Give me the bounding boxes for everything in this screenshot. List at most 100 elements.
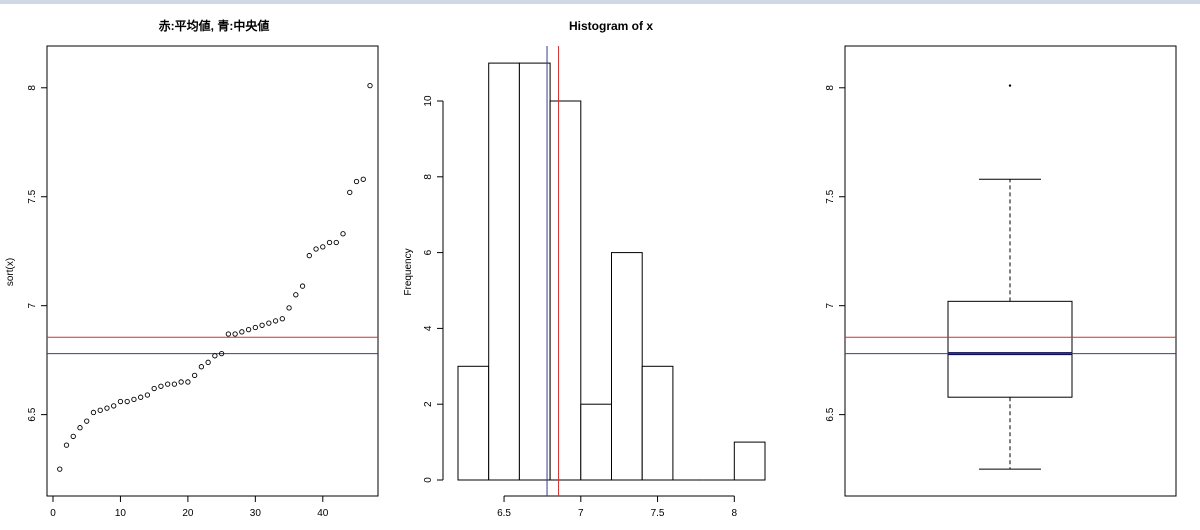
data-point: [131, 396, 137, 403]
boxplot-y-tick-label: 6.5: [825, 407, 836, 421]
data-point: [138, 394, 144, 400]
data-point: [97, 407, 103, 413]
histogram-bar: [518, 62, 551, 481]
histogram-x-tick-label: 8: [732, 508, 738, 519]
histogram-bar: [641, 365, 674, 481]
data-point: [340, 231, 346, 237]
scatter-reference-lines: [47, 336, 378, 355]
data-point: [165, 381, 171, 387]
scatter-points: [57, 82, 373, 472]
data-point: [70, 433, 76, 440]
boxplot-plot-frame: [844, 45, 1177, 497]
data-point: [151, 385, 157, 392]
data-point: [218, 350, 225, 357]
data-point: [232, 331, 238, 337]
data-point: [90, 409, 97, 416]
data-point: [259, 322, 265, 328]
scatter-panel: 赤:平均値, 青:中央値 sort(x) 0 10 20 30 40 6.5 7 7.5 8: [5, 18, 379, 519]
scatter-y-tick-label: 7: [27, 302, 38, 308]
data-point: [63, 442, 70, 448]
data-point: [360, 176, 366, 182]
histogram-bar: [549, 100, 582, 481]
scatter-y-tick-label: 6.5: [27, 407, 38, 421]
data-point: [245, 327, 252, 333]
scatter-x-tick-label: 0: [50, 508, 56, 519]
data-point: [205, 359, 211, 365]
scatter-ylabel: sort(x): [5, 258, 16, 286]
scatter-title: 赤:平均値, 青:中央値: [159, 18, 270, 33]
histogram-bar: [488, 62, 520, 481]
histogram-y-tick-label: 0: [423, 477, 434, 483]
data-point: [333, 239, 339, 246]
scatter-x-tick-label: 20: [182, 508, 194, 519]
boxplot-y-tick-label: 7: [825, 302, 836, 308]
data-point: [320, 244, 326, 250]
data-point: [158, 383, 164, 389]
data-point: [104, 405, 110, 411]
data-point: [144, 392, 151, 398]
histogram-bar: [457, 365, 490, 481]
data-point: [326, 239, 333, 246]
histogram-x-tick-label: 7.5: [651, 508, 665, 519]
histogram-y-tick-label: 6: [423, 249, 434, 255]
data-point: [225, 331, 232, 337]
histogram-y-tick-label: 10: [423, 95, 434, 107]
histogram-panel: Histogram of x Frequency 6.5 7 7.5 8 0 2 4 6 8 10: [403, 19, 766, 519]
scatter-x-tick-label: 10: [115, 508, 127, 519]
boxplot-y-tick-label: 8: [825, 85, 836, 91]
data-point: [77, 425, 83, 431]
histogram-bar: [580, 403, 612, 481]
data-point: [293, 292, 299, 298]
data-point: [117, 398, 124, 405]
data-point: [239, 329, 245, 335]
scatter-x-tick-label: 40: [317, 508, 329, 519]
histogram-bar: [611, 252, 643, 481]
data-point: [111, 403, 117, 409]
data-point: [124, 398, 130, 405]
histogram-y-tick-label: 2: [423, 401, 434, 407]
data-point: [279, 316, 285, 322]
data-point: [185, 379, 191, 385]
boxplot-y-tick-label: 7.5: [825, 189, 836, 203]
data-point: [191, 372, 198, 379]
histogram-ylabel: Frequency: [403, 248, 414, 295]
scatter-plot-frame: [46, 45, 379, 497]
scatter-x-tick-label: 30: [250, 508, 262, 519]
boxplot-reference-lines: [845, 336, 1176, 355]
histogram-axes: 6.5 7 7.5 8 0 2 4 6 8 10: [423, 95, 738, 519]
data-point: [198, 364, 205, 370]
scatter-y-tick-label: 7.5: [27, 189, 38, 203]
data-point: [367, 82, 373, 89]
histogram-reference-lines: [546, 46, 560, 496]
histogram-y-tick-label: 4: [423, 325, 434, 331]
data-point: [84, 418, 90, 424]
scatter-y-tick-label: 8: [27, 85, 38, 91]
data-point: [178, 379, 184, 385]
scatter-axes: 0 10 20 30 40 6.5 7 7.5 8: [27, 85, 329, 519]
data-point: [299, 283, 306, 289]
histogram-bar: [733, 441, 766, 481]
data-point: [272, 318, 279, 324]
histogram-bars: [457, 62, 766, 481]
data-point: [347, 189, 353, 196]
boxplot-panel: 6.5 7 7.5 8: [825, 45, 1177, 497]
data-point: [266, 320, 272, 326]
data-point: [171, 381, 178, 387]
data-point: [252, 324, 258, 331]
outlier-point: [1008, 84, 1012, 87]
window-top-border: [0, 0, 1200, 4]
histogram-y-tick-label: 8: [423, 174, 434, 180]
data-point: [353, 178, 360, 185]
histogram-title: Histogram of x: [569, 19, 653, 33]
interquartile-box: [947, 300, 1073, 398]
data-point: [57, 466, 63, 472]
data-point: [313, 246, 319, 252]
histogram-x-tick-label: 7: [578, 508, 584, 519]
boxplot-box: [947, 84, 1073, 470]
data-point: [212, 353, 218, 359]
data-point: [286, 305, 292, 311]
data-point: [306, 252, 312, 259]
boxplot-axes: 6.5 7 7.5 8: [825, 85, 845, 422]
histogram-x-tick-label: 6.5: [497, 508, 511, 519]
